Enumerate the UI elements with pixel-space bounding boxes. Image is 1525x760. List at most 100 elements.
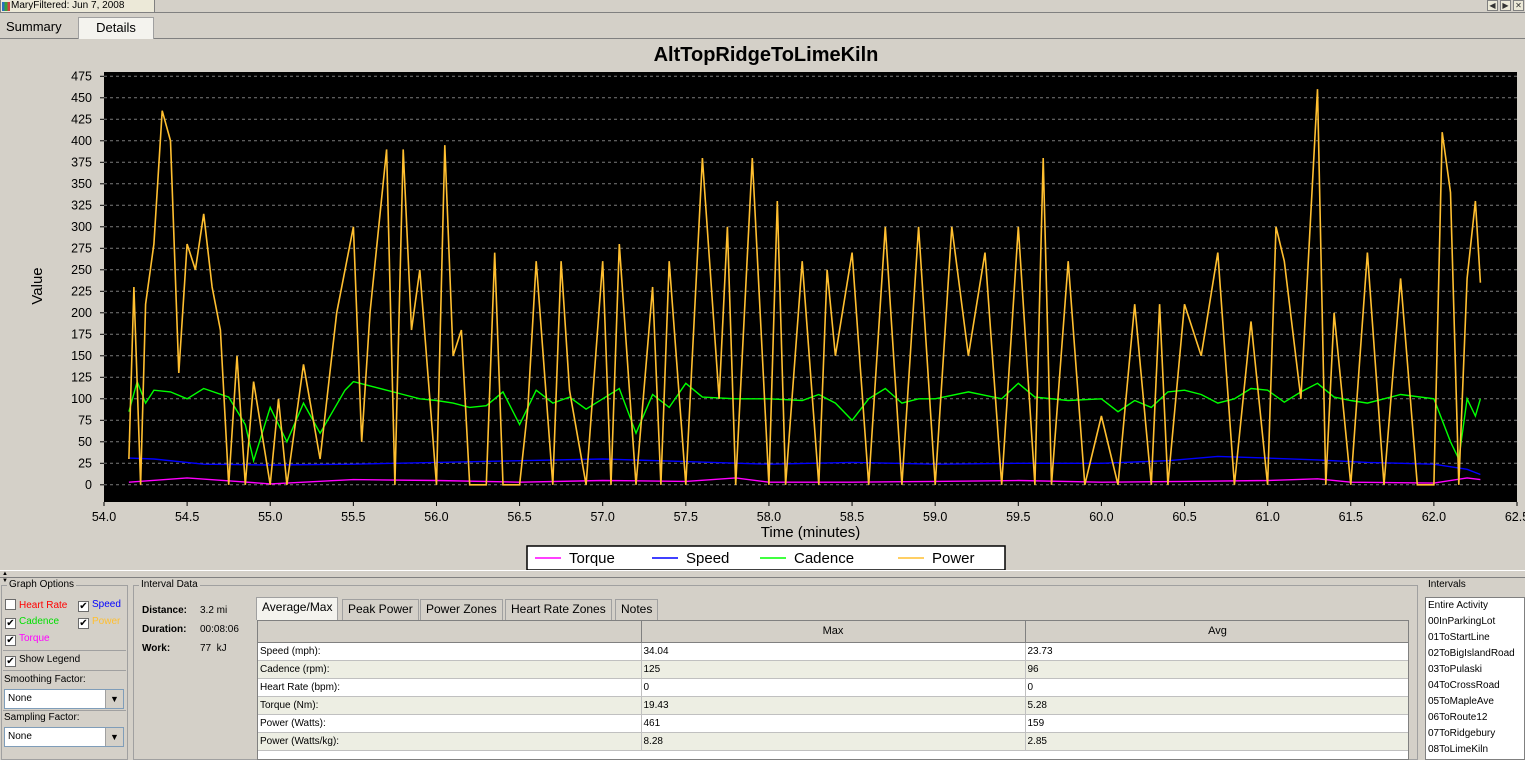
y-tick-label: 275 [71, 241, 92, 255]
avg-cell: 23.73 [1025, 642, 1408, 661]
table-row[interactable]: Speed (mph): 34.04 23.73 [258, 642, 1408, 661]
max-cell: 8.28 [641, 732, 1026, 751]
row-label: Cadence (rpm): [258, 660, 642, 679]
column-header[interactable] [258, 621, 642, 643]
y-tick-label: 100 [71, 392, 92, 406]
scroll-left-icon[interactable]: ◀ [1487, 0, 1498, 11]
list-item[interactable]: 01ToStartLine [1428, 632, 1490, 643]
list-item[interactable]: Entire Activity [1428, 600, 1489, 611]
x-tick-label: 60.0 [1089, 510, 1113, 524]
power-label: Power [92, 616, 121, 627]
checkbox-box[interactable]: ✔ [78, 618, 89, 629]
y-tick-label: 225 [71, 284, 92, 298]
intervals-label: Intervals [1426, 579, 1468, 590]
y-axis-label: Value [29, 267, 46, 304]
x-tick-label: 55.5 [341, 510, 365, 524]
list-item[interactable]: 04ToCrossRoad [1428, 680, 1500, 691]
sampling-select[interactable]: None ▼ [4, 727, 124, 747]
checkbox-show-legend[interactable]: ✔ Show Legend [5, 654, 80, 667]
x-tick-label: 61.0 [1255, 510, 1279, 524]
distance-value: 3.2 mi [200, 605, 228, 616]
table-row[interactable]: Power (Watts): 461 159 [258, 714, 1408, 733]
y-tick-label: 325 [71, 198, 92, 212]
x-tick-label: 56.5 [507, 510, 531, 524]
chevron-down-icon[interactable]: ▼ [105, 728, 123, 746]
checkbox-box[interactable]: ✔ [5, 635, 16, 646]
distance-label: Distance: [142, 605, 188, 616]
smoothing-select[interactable]: None ▼ [4, 689, 124, 709]
splitter-arrows-icon: ▲ ▼ [2, 571, 8, 584]
list-item[interactable]: 02ToBigIslandRoad [1428, 648, 1515, 659]
tab-power-zones[interactable]: Power Zones [420, 599, 503, 620]
checkbox-box[interactable] [5, 599, 16, 610]
max-cell: 0 [641, 678, 1026, 697]
checkbox-cadence[interactable]: ✔ Cadence [5, 616, 59, 629]
tab-summary[interactable]: Summary [6, 19, 62, 34]
list-item[interactable]: 05ToMapleAve [1428, 696, 1494, 707]
scroll-right-icon[interactable]: ▶ [1500, 0, 1511, 11]
chart-panel: AltTopRidgeToLimeKiln 0 25 50 75 100 125 150 175… [0, 40, 1525, 570]
divider [3, 650, 126, 651]
plot-background [104, 72, 1517, 502]
column-header-avg[interactable]: Avg [1025, 621, 1408, 643]
checkbox-power[interactable]: ✔ Power [78, 616, 120, 629]
avg-cell: 96 [1025, 660, 1408, 679]
tab-heart-rate-zones[interactable]: Heart Rate Zones [505, 599, 612, 620]
table-row[interactable]: Heart Rate (bpm): 0 0 [258, 678, 1408, 697]
close-icon[interactable]: ✕ [1513, 0, 1524, 11]
tab-average-max[interactable]: Average/Max [256, 597, 339, 620]
x-tick-label: 58.5 [840, 510, 864, 524]
avg-cell: 159 [1025, 714, 1408, 733]
max-cell: 125 [641, 660, 1026, 679]
legend-label-cadence: Cadence [794, 550, 854, 567]
checkbox-torque[interactable]: ✔ Torque [5, 633, 50, 646]
column-header-max[interactable]: Max [641, 621, 1026, 643]
y-tick-label: 200 [71, 306, 92, 320]
table-row[interactable]: Power (Watts/kg): 8.28 2.85 [258, 732, 1408, 751]
tab-notes[interactable]: Notes [615, 599, 659, 620]
row-label: Power (Watts/kg): [258, 732, 642, 751]
y-tick-label: 250 [71, 263, 92, 277]
x-tick-label: 57.0 [591, 510, 615, 524]
list-item[interactable]: 08ToLimeKiln [1428, 744, 1489, 755]
max-cell: 34.04 [641, 642, 1026, 661]
checkbox-box[interactable]: ✔ [5, 618, 16, 629]
divider [3, 670, 126, 671]
speed-label: Speed [92, 599, 121, 610]
list-item[interactable]: 06ToRoute12 [1428, 712, 1488, 723]
title-bar: MaryFiltered: Jun 7, 2008 ◀ ▶ ✕ [0, 0, 1525, 13]
table-row[interactable]: Torque (Nm): 19.43 5.28 [258, 696, 1408, 715]
tab-details[interactable]: Details [78, 17, 154, 39]
avg-cell: 0 [1025, 678, 1408, 697]
document-tab[interactable]: MaryFiltered: Jun 7, 2008 [0, 0, 155, 13]
duration-label: Duration: [142, 624, 187, 635]
window-title: MaryFiltered: Jun 7, 2008 [11, 0, 125, 11]
smoothing-label: Smoothing Factor: [4, 674, 86, 685]
chevron-down-icon[interactable]: ▼ [105, 690, 123, 708]
graph-options-label: Graph Options [7, 579, 77, 590]
heart-rate-label: Heart Rate [19, 600, 68, 611]
show-legend-label: Show Legend [19, 654, 81, 665]
x-tick-label: 56.0 [424, 510, 448, 524]
y-tick-label: 400 [71, 134, 92, 148]
tab-peak-power[interactable]: Peak Power [342, 599, 419, 620]
y-tick-label: 475 [71, 69, 92, 83]
series-line-speed [128, 455, 1481, 476]
y-tick-label: 150 [71, 349, 92, 363]
checkbox-heart-rate[interactable]: Heart Rate [5, 599, 67, 611]
y-tick-label: 425 [71, 112, 92, 126]
table-header-row: Max Avg [258, 621, 1408, 643]
splitter[interactable]: ▲ ▼ [0, 570, 1525, 584]
list-item[interactable]: 00InParkingLot [1428, 616, 1496, 627]
series-line-power [128, 89, 1482, 486]
checkbox-box[interactable]: ✔ [5, 656, 16, 667]
checkbox-speed[interactable]: ✔ Speed [78, 599, 121, 612]
intervals-list: Entire Activity 00InParkingLot 01ToStart… [1425, 597, 1525, 760]
x-tick-label: 60.5 [1172, 510, 1196, 524]
list-item[interactable]: 03ToPulaski [1428, 664, 1482, 675]
list-item[interactable]: 07ToRidgebury [1428, 728, 1496, 739]
app-icon [2, 2, 10, 11]
interval-data-label: Interval Data [139, 579, 200, 590]
table-row[interactable]: Cadence (rpm): 125 96 [258, 660, 1408, 679]
checkbox-box[interactable]: ✔ [78, 601, 89, 612]
